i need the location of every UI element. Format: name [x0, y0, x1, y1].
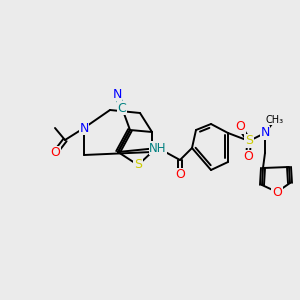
Text: CH₃: CH₃ [266, 115, 284, 125]
Text: O: O [50, 146, 60, 160]
Text: N: N [112, 88, 122, 100]
Text: O: O [175, 169, 185, 182]
Text: S: S [134, 158, 142, 172]
Text: O: O [243, 151, 253, 164]
Text: C: C [118, 101, 126, 115]
Text: N: N [79, 122, 89, 134]
Text: O: O [235, 121, 245, 134]
Text: NH: NH [149, 142, 167, 154]
Text: S: S [245, 134, 253, 148]
Text: N: N [260, 127, 270, 140]
Text: O: O [272, 185, 282, 199]
